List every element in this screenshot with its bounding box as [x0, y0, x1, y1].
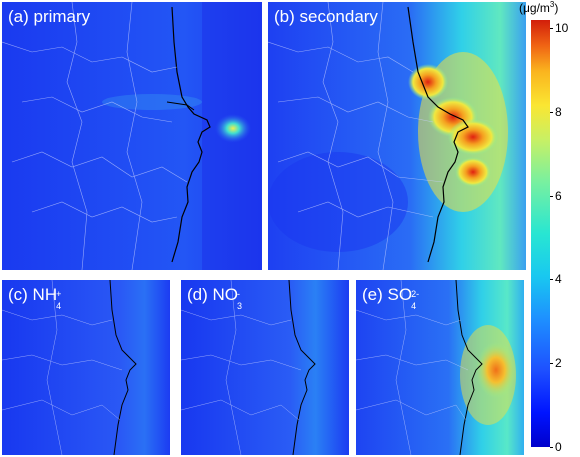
colorbar-tick-label: 4	[555, 272, 562, 287]
map-so4-svg	[356, 280, 524, 455]
colorbar-tick-mark	[550, 363, 553, 365]
colorbar-tick-label: 6	[555, 188, 562, 203]
colorbar-tick-mark	[550, 447, 553, 448]
panel-label-so4: (e) SO 2- 4	[362, 285, 420, 311]
colorbar-tick-label: 2	[555, 356, 562, 371]
panel-label-primary: (a) primary	[8, 7, 91, 26]
map-secondary-svg	[268, 2, 526, 270]
colorbar-unit: (μg/m3)	[519, 0, 559, 15]
colorbar-tick-mark	[550, 195, 553, 197]
panel-label-no3: (d) NO -3	[187, 285, 243, 311]
panel-label-secondary: (b) secondary	[274, 7, 378, 26]
map-panel-primary: (a) primary	[2, 2, 262, 270]
colorbar-tick-mark	[550, 28, 553, 29]
colorbar-tick-mark	[550, 279, 553, 281]
panel-label-nh4: (c) NH +4	[8, 285, 62, 311]
map-panel-secondary: (b) secondary	[268, 2, 526, 270]
colorbar-tick-label: 10	[555, 21, 569, 35]
map-primary-svg	[2, 2, 262, 270]
colorbar-tick-label: 0	[555, 440, 562, 454]
colorbar	[531, 20, 550, 447]
map-no3-svg	[181, 280, 349, 455]
map-panel-so4: (e) SO 2- 4	[356, 280, 524, 455]
map-nh4-svg	[2, 280, 170, 455]
colorbar-tick-label: 8	[555, 104, 562, 119]
map-panel-nh4: (c) NH +4	[2, 280, 170, 455]
map-panel-no3: (d) NO -3	[181, 280, 349, 455]
colorbar-tick-mark	[550, 111, 553, 113]
